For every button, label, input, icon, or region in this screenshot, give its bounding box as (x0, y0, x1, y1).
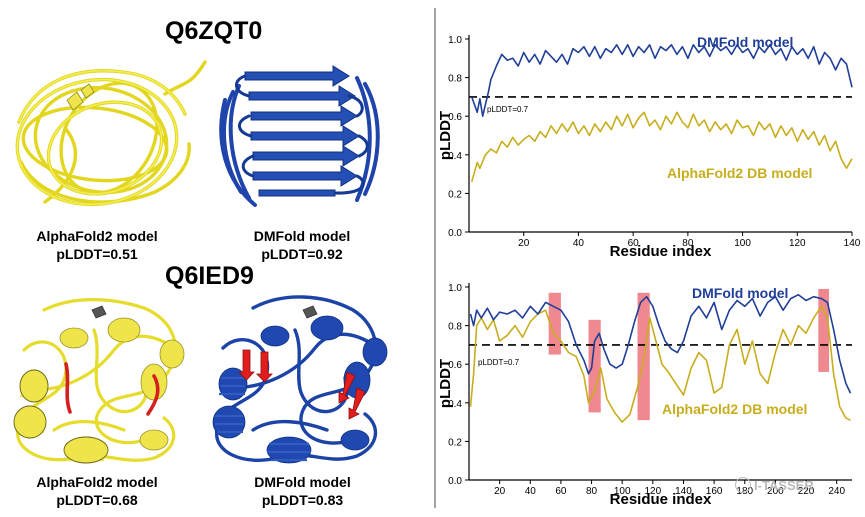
top-chart-series-line-alphafold (470, 111, 853, 183)
top-chart-y-tick-label-2: 0.4 (448, 151, 462, 162)
dmfold-structure-bottom-image (212, 295, 388, 464)
bottom-chart-highlight-bar-1 (588, 319, 601, 413)
dmfold-top-caption: DMFold model pLDDT=0.92 (232, 227, 372, 263)
alphafold-top-caption: AlphaFold2 model pLDDT=0.51 (22, 227, 172, 263)
top-chart-y-axis-label: pLDDT (437, 111, 454, 160)
dmfold-top-caption-plddt: pLDDT=0.92 (261, 246, 343, 262)
bottom-chart-y-axis-label: pLDDT (437, 359, 454, 408)
dmfold-structure-top-image (219, 65, 380, 207)
bottom-chart-x-tick-label-6: 140 (675, 486, 692, 497)
alphafold-bottom-caption: AlphaFold2 model pLDDT=0.68 (22, 473, 172, 509)
bottom-chart-y-tick-label-2: 0.4 (448, 399, 462, 410)
bottom-chart-y-tick-label-5: 1.0 (448, 283, 462, 294)
top-chart-x-tick-label-1: 40 (573, 238, 585, 249)
dmfold-bottom-caption: DMFold model pLDDT=0.83 (230, 473, 375, 509)
bottom-chart-series-line-dmfold (469, 293, 852, 394)
bottom-chart-x-tick-label-2: 60 (555, 486, 567, 497)
watermark-text: I-TASSER (754, 478, 814, 493)
dmfold-top-caption-name: DMFold model (253, 228, 351, 244)
bottom-chart-y-tick-label-4: 0.8 (448, 322, 462, 333)
alphafold-bottom-caption-name: AlphaFold2 model (36, 474, 158, 490)
dmfold-bottom-caption-name: DMFold model (254, 474, 351, 490)
bottom-chart-x-axis-label: Residue index (610, 491, 712, 505)
dmfold-bottom-caption-plddt: pLDDT=0.83 (261, 492, 344, 508)
top-chart-series-line-dmfold (470, 43, 853, 117)
bottom-chart-series-label-dmfold: DMFold model (692, 285, 788, 301)
top-chart-x-tick-label-4: 100 (734, 238, 751, 249)
bottom-chart-y-tick-label-3: 0.6 (448, 360, 462, 371)
top-chart-y-tick-label-4: 0.8 (448, 74, 462, 85)
top-chart-series-label-dmfold: DMFold model (697, 34, 793, 50)
panel-separator (434, 8, 436, 508)
watermark: I-TASSER (735, 477, 814, 493)
bottom-chart-series-label-alphafold: AlphaFold2 DB model (662, 401, 807, 417)
bottom-chart-x-tick-label-10: 220 (798, 486, 815, 497)
bottom-chart-x-tick-label-3: 80 (586, 486, 598, 497)
alphafold-structure-bottom-image (13, 298, 185, 464)
alphafold-top-caption-name: AlphaFold2 model (36, 228, 158, 244)
bottom-chart-x-tick-label-11: 240 (828, 486, 845, 497)
top-chart-y-tick-label-5: 1.0 (448, 35, 462, 46)
top-protein-title: Q6ZQT0 (165, 17, 263, 45)
top-chart-x-tick-label-6: 140 (844, 238, 861, 249)
bottom-chart-series-line-alphafold (469, 305, 851, 423)
bottom-chart-x-tick-label-4: 100 (614, 486, 631, 497)
top-chart-y-tick-label-3: 0.6 (448, 112, 462, 123)
plddt-chart-bottom: 0.00.20.40.60.81.020 40 60 80 100 120 140 160 18… (437, 283, 852, 505)
top-chart-x-tick-label-2: 60 (628, 238, 640, 249)
top-chart-x-tick-label-3: 80 (682, 238, 694, 249)
bottom-chart-x-tick-label-7: 160 (706, 486, 723, 497)
top-chart-y-tick-label-1: 0.2 (448, 189, 462, 200)
top-chart-x-axis-label: Residue index (610, 243, 712, 257)
alphafold-structure-top-image (15, 60, 207, 207)
bottom-chart-y-tick-label-0: 0.0 (448, 476, 462, 487)
bottom-chart-threshold-label: pLDDT=0.7 (478, 358, 520, 367)
watermark-icon (735, 477, 751, 493)
bottom-chart-x-tick-label-9: 200 (767, 486, 784, 497)
top-chart-threshold-label: pLDDT=0.7 (487, 105, 529, 114)
bottom-chart-x-tick-label-0: 20 (494, 486, 506, 497)
top-chart-series-label-alphafold: AlphaFold2 DB model (667, 165, 812, 181)
bottom-protein-title: Q6IED9 (165, 262, 254, 290)
bottom-chart-x-tick-label-5: 120 (644, 486, 661, 497)
plddt-chart-top: 0.0 0.2 0.4 0.6 0.8 1.0 20 40 60 80 100 120 140 Resid… (437, 34, 861, 257)
top-chart-x-tick-label-0: 20 (518, 238, 530, 249)
bottom-chart-highlight-bar-3 (818, 288, 830, 372)
bottom-chart-x-tick-label-1: 40 (525, 486, 537, 497)
top-chart-y-tick-label-0: 0.0 (448, 228, 462, 239)
alphafold-bottom-caption-plddt: pLDDT=0.68 (56, 492, 138, 508)
bottom-chart-y-tick-label-1: 0.2 (448, 437, 462, 448)
alphafold-top-caption-plddt: pLDDT=0.51 (56, 246, 138, 262)
top-chart-x-tick-label-5: 120 (789, 238, 806, 249)
